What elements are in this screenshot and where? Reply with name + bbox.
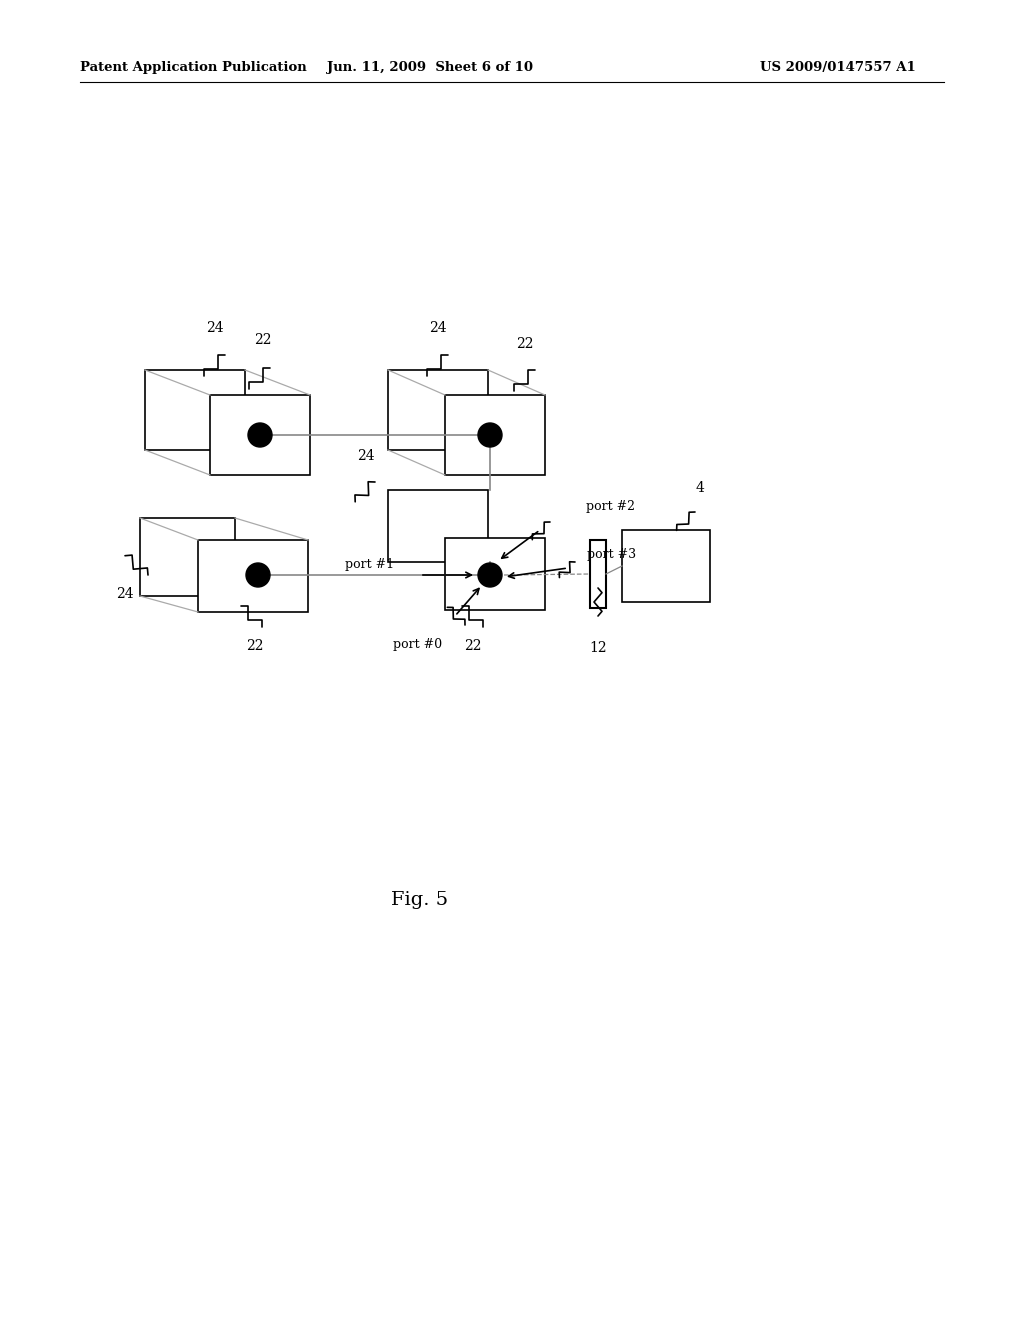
Text: port #2: port #2 <box>586 500 635 513</box>
Text: 4: 4 <box>695 480 705 495</box>
Bar <box>590 540 606 609</box>
Bar <box>145 370 245 450</box>
Bar <box>388 490 488 562</box>
Text: 22: 22 <box>246 639 264 653</box>
Text: 24: 24 <box>357 449 375 463</box>
Text: 24: 24 <box>429 321 446 335</box>
Text: US 2009/0147557 A1: US 2009/0147557 A1 <box>760 62 915 74</box>
Bar <box>140 517 234 597</box>
Circle shape <box>248 422 272 447</box>
Text: port #3: port #3 <box>587 548 636 561</box>
Bar <box>445 395 545 475</box>
Text: port #0: port #0 <box>393 638 442 651</box>
Bar <box>210 395 310 475</box>
Text: port #1: port #1 <box>345 558 394 572</box>
Text: 24: 24 <box>116 587 134 601</box>
Circle shape <box>246 564 270 587</box>
Circle shape <box>478 564 502 587</box>
Text: Patent Application Publication: Patent Application Publication <box>80 62 307 74</box>
Text: 22: 22 <box>254 333 271 347</box>
Bar <box>388 370 488 450</box>
Bar <box>198 540 308 612</box>
Text: 22: 22 <box>464 639 481 653</box>
Text: 12: 12 <box>589 642 607 655</box>
Bar <box>445 539 545 610</box>
Text: Fig. 5: Fig. 5 <box>391 891 449 909</box>
Text: 24: 24 <box>206 321 224 335</box>
Text: Jun. 11, 2009  Sheet 6 of 10: Jun. 11, 2009 Sheet 6 of 10 <box>327 62 534 74</box>
Circle shape <box>478 422 502 447</box>
Bar <box>622 531 710 602</box>
Text: 22: 22 <box>516 337 534 351</box>
